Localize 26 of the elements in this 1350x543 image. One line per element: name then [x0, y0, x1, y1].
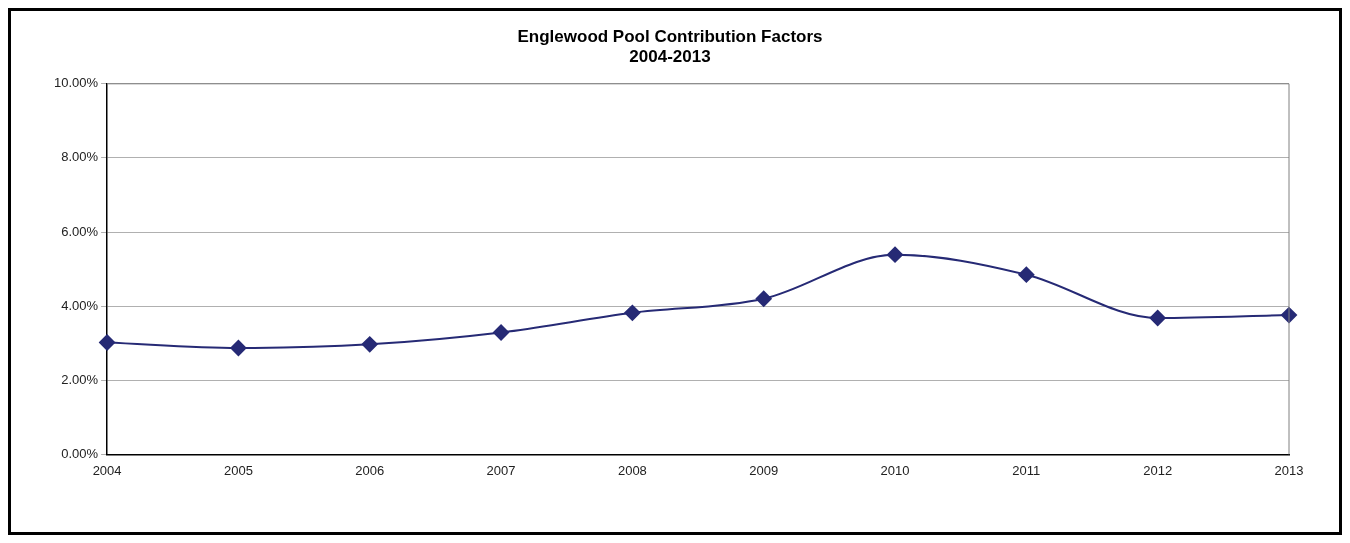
chart-title: Englewood Pool Contribution Factors 2004-2013: [517, 26, 823, 67]
x-tick-label: 2013: [1274, 462, 1304, 478]
x-tick-label: 2009: [749, 462, 779, 478]
x-tick-label: 2008: [617, 462, 647, 478]
point: [361, 336, 378, 353]
point: [624, 304, 641, 321]
point: [1149, 310, 1166, 327]
y-tick-label: 8.00%: [61, 149, 99, 165]
point: [887, 246, 904, 263]
x-tick-label: 2011: [1012, 462, 1041, 478]
y-tick-label: 0.00%: [61, 445, 99, 461]
x-tick-label: 2010: [880, 462, 910, 478]
y-tick-label: 2.00%: [61, 371, 99, 387]
point: [230, 340, 247, 357]
x-tick-label: 2005: [223, 462, 253, 478]
x-tick-label: 2007: [486, 462, 516, 478]
x-tick-label: 2004: [92, 462, 122, 478]
x-tick-label: 2006: [355, 462, 385, 478]
y-tick-label: 6.00%: [61, 223, 99, 239]
x-tick-label: 2012: [1143, 462, 1173, 478]
y-tick-label: 10.00%: [54, 75, 99, 91]
point: [493, 324, 510, 341]
point: [755, 290, 772, 307]
point: [1018, 266, 1035, 283]
point: [99, 334, 116, 351]
y-tick-label: 4.00%: [61, 297, 99, 313]
